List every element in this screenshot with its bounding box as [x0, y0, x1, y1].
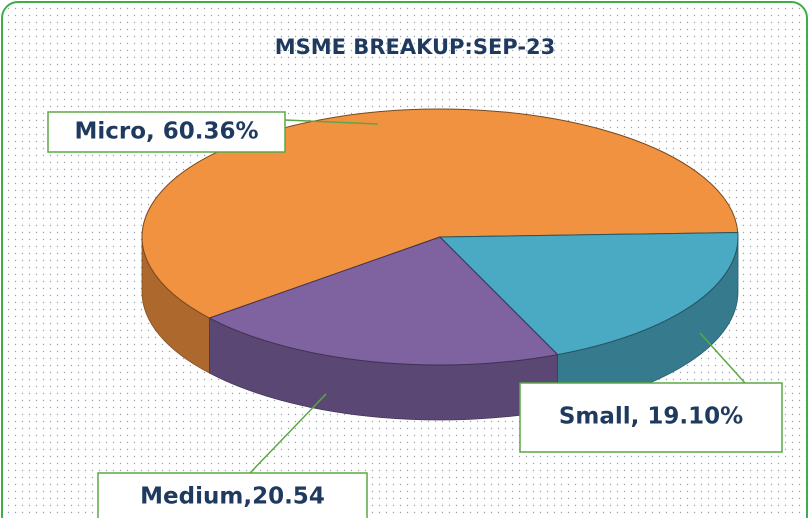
- leader-line: [249, 393, 327, 474]
- label-box: [97, 472, 368, 518]
- data-label: Small, 19.10%: [559, 404, 743, 430]
- label-box: [47, 111, 286, 153]
- leader-line: [699, 332, 746, 384]
- pie: [141, 108, 739, 421]
- pie-slice: [208, 236, 559, 366]
- data-label: Micro, 60.36%: [74, 119, 258, 145]
- label-box: [519, 382, 783, 453]
- pie-slice: [438, 232, 739, 356]
- data-label: Medium,20.54: [140, 484, 325, 510]
- pie-slice: [141, 108, 739, 319]
- leader-line: [284, 119, 379, 125]
- labels: Micro, 60.36% Small, 19.10% Medium,20.54: [47, 111, 783, 518]
- chart-title: MSME BREAKUP:SEP-23: [275, 35, 556, 59]
